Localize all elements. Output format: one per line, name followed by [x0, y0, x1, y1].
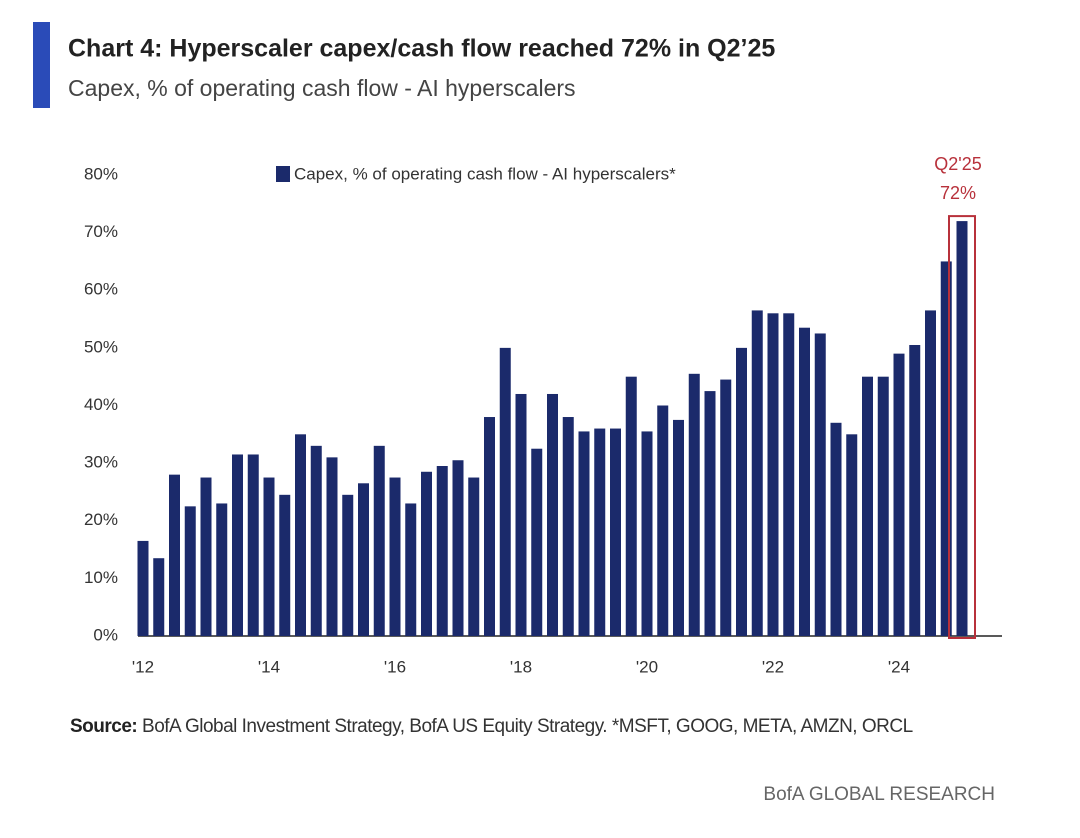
- bar: [515, 393, 527, 636]
- bar: [247, 454, 259, 636]
- bar: [641, 431, 653, 636]
- bar: [436, 466, 448, 636]
- bar: [625, 376, 637, 636]
- bar: [610, 428, 621, 636]
- legend-label: Capex, % of operating cash flow - AI hyp…: [294, 164, 676, 183]
- y-tick-label: 0%: [93, 625, 118, 644]
- y-tick-label: 30%: [84, 453, 118, 472]
- y-tick-label: 70%: [84, 222, 118, 241]
- bar: [216, 503, 228, 636]
- bar: [263, 477, 275, 636]
- bar: [279, 494, 291, 636]
- x-tick-label: '12: [132, 657, 154, 676]
- bar: [657, 405, 669, 636]
- bar: [751, 310, 763, 636]
- bar: [499, 347, 511, 636]
- bar: [531, 448, 543, 636]
- bar: [720, 379, 732, 636]
- bar: [956, 221, 968, 636]
- bar: [153, 558, 165, 636]
- x-tick-label: '16: [384, 657, 406, 676]
- bar: [200, 477, 212, 636]
- bar: [893, 353, 905, 636]
- bar: [594, 428, 606, 636]
- y-tick-label: 80%: [84, 164, 118, 183]
- bar: [940, 261, 952, 636]
- source-text: BofA Global Investment Strategy, BofA US…: [142, 716, 913, 737]
- x-tick-label: '18: [510, 657, 532, 676]
- bar: [389, 477, 401, 636]
- bar: [877, 376, 889, 636]
- brand: BofA GLOBAL RESEARCH: [763, 784, 995, 805]
- bar: [421, 471, 432, 636]
- bar: [232, 454, 243, 636]
- bar: [358, 483, 369, 636]
- annotation-label: Q2'25: [934, 154, 981, 174]
- bar: [799, 327, 810, 636]
- source-label: Source:: [70, 716, 138, 737]
- x-tick-label: '22: [762, 657, 784, 676]
- chart-title: Chart 4: Hyperscaler capex/cash flow rea…: [68, 35, 775, 63]
- bar: [736, 347, 747, 636]
- source-note: Source: BofA Global Investment Strategy,…: [70, 712, 990, 742]
- bar: [295, 434, 306, 636]
- y-tick-label: 40%: [84, 395, 118, 414]
- bar: [925, 310, 936, 636]
- x-tick-label: '20: [636, 657, 658, 676]
- bar: [184, 506, 196, 636]
- x-tick-label: '24: [888, 657, 910, 676]
- bar: [783, 313, 795, 636]
- y-tick-label: 50%: [84, 337, 118, 356]
- bar: [862, 376, 873, 636]
- x-tick-label: '14: [258, 657, 280, 676]
- bar: [814, 333, 826, 636]
- highlight-box: [948, 215, 976, 639]
- bar: [830, 422, 842, 636]
- bar: [846, 434, 858, 636]
- bar: [484, 417, 495, 636]
- bar: [452, 460, 464, 636]
- bar: [562, 417, 574, 636]
- bar: [673, 419, 684, 636]
- bar: [704, 391, 716, 636]
- bar: [326, 457, 338, 636]
- bar: [137, 540, 149, 636]
- annotation-value: 72%: [940, 183, 976, 203]
- bar: [688, 373, 700, 636]
- title-accent: [33, 22, 50, 108]
- bar: [373, 445, 385, 636]
- bar: [578, 431, 590, 636]
- bar: [468, 477, 480, 636]
- legend-swatch: [276, 166, 290, 182]
- bar: [909, 344, 921, 636]
- bar: [342, 494, 354, 636]
- bar: [767, 313, 779, 636]
- y-tick-label: 60%: [84, 280, 118, 299]
- chart-subtitle: Capex, % of operating cash flow - AI hyp…: [68, 75, 576, 101]
- bar: [405, 503, 417, 636]
- y-tick-label: 20%: [84, 510, 118, 529]
- bar: [310, 445, 322, 636]
- bar: [169, 474, 180, 636]
- y-tick-label: 10%: [84, 568, 118, 587]
- bar: [547, 393, 558, 636]
